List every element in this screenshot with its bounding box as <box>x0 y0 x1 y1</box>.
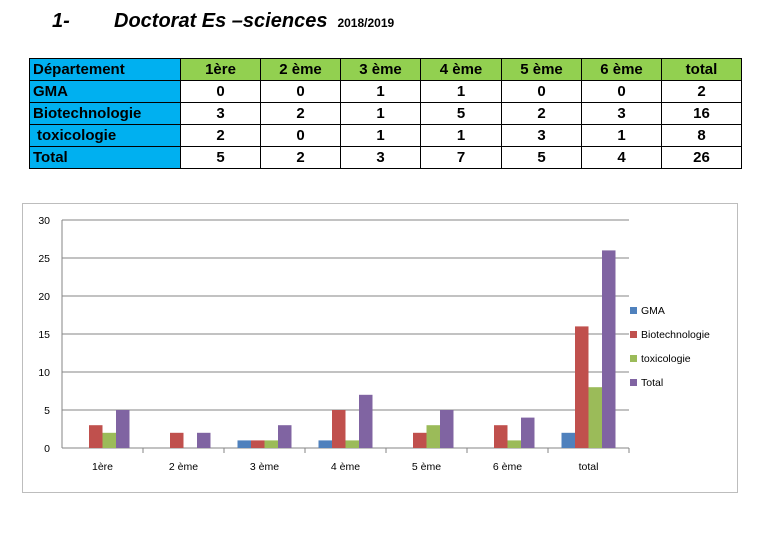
legend-label: toxicologie <box>641 353 691 365</box>
table-cell: 0 <box>501 80 582 103</box>
bar-total <box>359 394 373 448</box>
bar-toxicologie <box>426 425 440 448</box>
academic-year: 2018/2019 <box>337 16 395 30</box>
x-tick-label: 4 ème <box>331 461 360 473</box>
legend-swatch <box>630 307 637 314</box>
table-cell: 2 <box>501 102 582 125</box>
table-cell: 1 <box>581 124 662 147</box>
legend-label: Biotechnologie <box>641 329 710 341</box>
bar-biotechnologie <box>494 425 508 448</box>
table-cell: 1 <box>420 80 502 103</box>
legend-swatch <box>630 379 637 386</box>
table-cell: 16 <box>661 102 742 125</box>
table-cell: 1 <box>340 124 421 147</box>
table-cell: 4 <box>581 146 662 169</box>
x-tick-label: 1ère <box>92 461 113 473</box>
legend-label: GMA <box>641 305 665 317</box>
bar-toxicologie <box>588 387 602 448</box>
bar-biotechnologie <box>170 432 184 448</box>
table-cell: 5 <box>420 102 502 125</box>
table-cell: 1 <box>340 80 421 103</box>
table-cell: 26 <box>661 146 742 169</box>
header-cell-total: total <box>661 58 742 81</box>
bar-biotechnologie <box>575 326 589 448</box>
table-cell: 0 <box>260 124 341 147</box>
bar-total <box>521 417 535 448</box>
table-cell: 3 <box>581 102 662 125</box>
row-label: Total <box>29 146 181 169</box>
bar-gma <box>561 432 575 448</box>
bar-biotechnologie <box>332 410 346 448</box>
row-label: toxicologie <box>29 124 181 147</box>
table-cell: 3 <box>180 102 261 125</box>
header-cell: 3 ème <box>340 58 421 81</box>
x-tick-label: 5 ème <box>412 461 441 473</box>
table-cell: 2 <box>661 80 742 103</box>
bar-total <box>440 410 454 448</box>
bar-total <box>116 410 130 448</box>
table-header-row: Département 1ère 2 ème 3 ème 4 ème 5 ème… <box>29 58 742 81</box>
bar-toxicologie <box>102 432 116 448</box>
x-tick-label: total <box>579 461 599 473</box>
legend-label: Total <box>641 377 663 389</box>
y-tick-label: 5 <box>44 405 50 417</box>
table-row: GMA 0 0 1 1 0 0 2 <box>29 80 742 103</box>
header-cell: 5 ème <box>501 58 582 81</box>
row-label: Biotechnologie <box>29 102 181 125</box>
header-cell-department: Département <box>29 58 181 81</box>
table-cell: 0 <box>260 80 341 103</box>
y-tick-label: 30 <box>38 215 50 227</box>
table-cell: 5 <box>501 146 582 169</box>
legend-swatch <box>630 355 637 362</box>
bar-gma <box>237 440 251 448</box>
header-cell: 1ère <box>180 58 261 81</box>
bar-total <box>197 432 211 448</box>
table-cell: 0 <box>581 80 662 103</box>
table-cell: 3 <box>340 146 421 169</box>
bar-gma <box>318 440 332 448</box>
page-heading: 1- Doctorat Es –sciences 2018/2019 <box>52 10 394 38</box>
bar-toxicologie <box>264 440 278 448</box>
bar-toxicologie <box>345 440 359 448</box>
y-tick-label: 25 <box>38 253 50 265</box>
table-row: toxicologie 2 0 1 1 3 1 8 <box>29 124 742 147</box>
table-cell: 2 <box>260 102 341 125</box>
bar-biotechnologie <box>251 440 265 448</box>
bar-total <box>278 425 292 448</box>
table-row-total: Total 5 2 3 7 5 4 26 <box>29 146 742 169</box>
table-cell: 2 <box>260 146 341 169</box>
table-cell: 7 <box>420 146 502 169</box>
y-tick-label: 10 <box>38 367 50 379</box>
table-cell: 8 <box>661 124 742 147</box>
table-row: Biotechnologie 3 2 1 5 2 3 16 <box>29 102 742 125</box>
y-tick-label: 0 <box>44 443 50 455</box>
table-cell: 1 <box>340 102 421 125</box>
table-cell: 3 <box>501 124 582 147</box>
y-tick-label: 15 <box>38 329 50 341</box>
bar-total <box>602 250 616 448</box>
legend-swatch <box>630 331 637 338</box>
results-table: Département 1ère 2 ème 3 ème 4 ème 5 ème… <box>29 58 742 169</box>
table-cell: 2 <box>180 124 261 147</box>
header-cell: 4 ème <box>420 58 502 81</box>
section-number: 1- <box>52 10 70 32</box>
header-cell: 6 ème <box>581 58 662 81</box>
row-label: GMA <box>29 80 181 103</box>
x-tick-label: 6 ème <box>493 461 522 473</box>
bar-chart: 0 5 10 15 20 25 30 1ère 2 ème 3 ème 4 ème 5 ème 6 èm… <box>38 215 710 473</box>
section-title: Doctorat Es –sciences <box>114 10 328 32</box>
x-tick-label: 3 ème <box>250 461 279 473</box>
bar-toxicologie <box>507 440 521 448</box>
table-cell: 5 <box>180 146 261 169</box>
table-cell: 0 <box>180 80 261 103</box>
x-tick-label: 2 ème <box>169 461 198 473</box>
table-cell: 1 <box>420 124 502 147</box>
y-tick-label: 20 <box>38 291 50 303</box>
chart-area: 0 5 10 15 20 25 30 1ère 2 ème 3 ème 4 ème 5 ème 6 èm… <box>22 203 738 493</box>
bar-biotechnologie <box>413 432 427 448</box>
bar-biotechnologie <box>89 425 103 448</box>
header-cell: 2 ème <box>260 58 341 81</box>
